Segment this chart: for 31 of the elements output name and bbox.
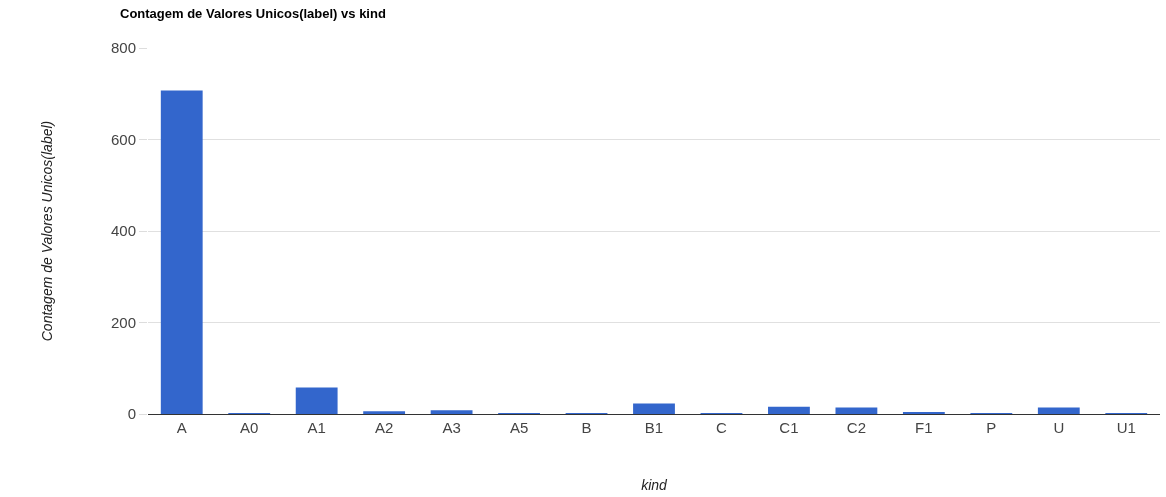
y-tick-label: 600 [110,130,136,148]
x-tick-label: A1 [307,419,326,436]
x-tick-label: P [986,419,997,436]
bar [1037,407,1080,414]
x-tick-label: B [581,419,592,436]
x-tick-label: C1 [779,419,799,436]
bar [633,403,675,414]
chart-title: Contagem de Valores Unicos(label) vs kind [120,6,386,22]
y-tick-label: 0 [127,405,136,423]
x-tick-label: A [176,419,187,436]
y-tick-label: 200 [110,313,136,331]
bar [295,387,338,414]
bar [768,406,810,414]
x-tick-label: U [1053,419,1065,436]
bar [430,410,473,414]
y-axis-title: Contagem de Valores Unicos(label) [38,120,55,342]
x-tick-label: A2 [374,419,394,436]
x-tick-label: A0 [240,419,259,436]
bar [160,90,203,414]
bar [835,407,878,414]
x-tick-label: B1 [644,419,664,436]
x-tick-label: U1 [1116,419,1136,436]
x-axis-title: kind [641,477,669,494]
y-tick-label: 400 [110,222,136,240]
x-tick-label: C2 [846,419,866,436]
bar [363,411,406,414]
x-tick-label: C [716,419,728,436]
y-tick-label: 800 [110,39,136,57]
x-tick-label: F1 [915,419,933,436]
x-tick-label: A5 [509,419,529,436]
x-tick-label: A3 [442,419,461,436]
